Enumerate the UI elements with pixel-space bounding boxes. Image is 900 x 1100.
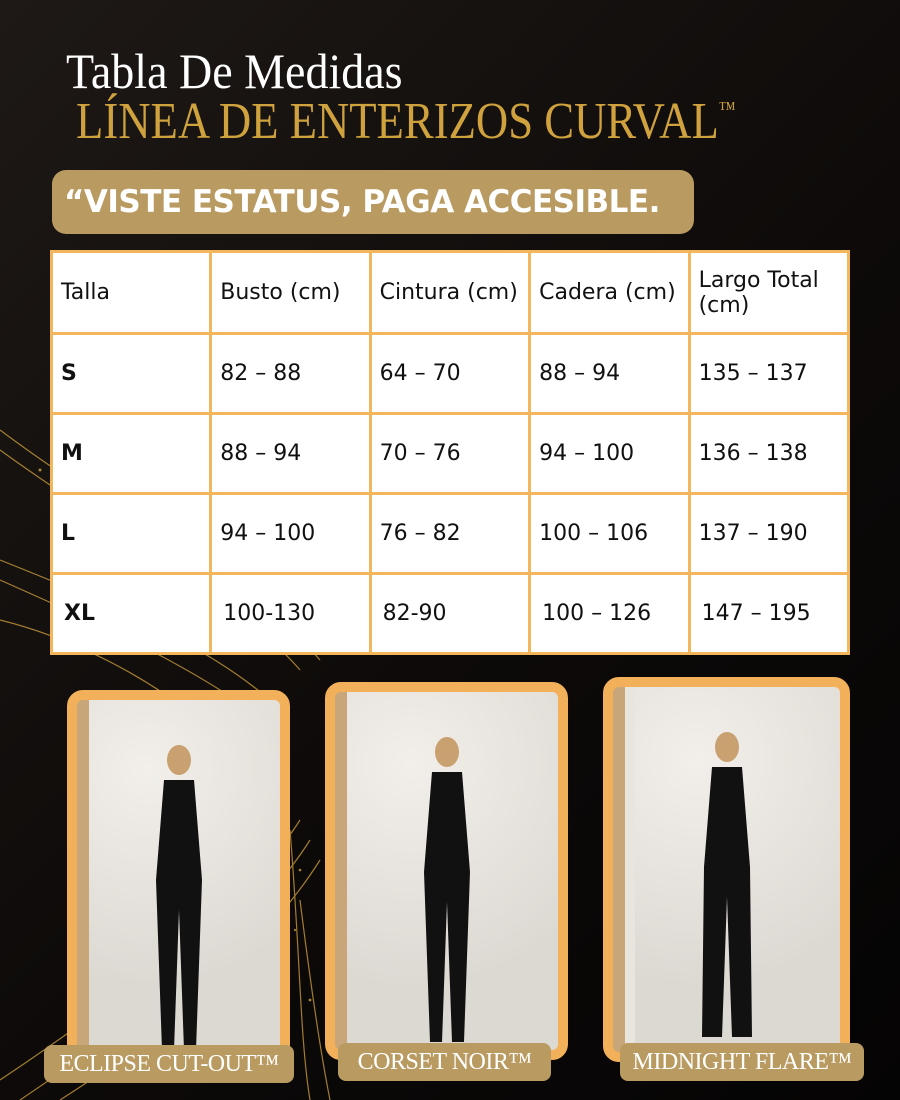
table-cell: 70 – 76	[368, 412, 532, 495]
table-cell: 136 – 138	[687, 412, 851, 495]
table-cell: 82-90	[371, 572, 535, 655]
table-cell: 135 – 137	[687, 332, 851, 415]
size-cell: S	[49, 332, 213, 415]
product-photo-corset	[325, 682, 568, 1060]
table-cell: 94 – 100	[528, 412, 691, 495]
table-header-row: Talla Busto (cm) Cintura (cm) Cadera (cm…	[49, 250, 851, 335]
slogan-banner: “VISTE ESTATUS, PAGA ACCESIBLE.	[52, 170, 694, 234]
table-cell: 100 – 126	[531, 572, 694, 655]
model-silhouette	[701, 732, 752, 1037]
size-cell: XL	[52, 572, 216, 655]
table-cell: 88 – 94	[209, 412, 372, 495]
table-cell: 88 – 94	[528, 332, 691, 415]
table-row: M 88 – 94 70 – 76 94 – 100 136 – 138	[49, 412, 851, 495]
table-cell: 94 – 100	[209, 492, 372, 575]
table-cell: 100 – 106	[528, 492, 691, 575]
product-photo-eclipse	[67, 690, 290, 1060]
table-row: S 82 – 88 64 – 70 88 – 94 135 – 137	[49, 332, 851, 415]
product-label: ECLIPSE CUT-OUT™	[44, 1045, 294, 1083]
table-cell: 82 – 88	[209, 332, 372, 415]
header-cell: Busto (cm)	[209, 250, 372, 335]
header-cell: Cintura (cm)	[368, 250, 532, 335]
header-cell: Largo Total (cm)	[687, 250, 851, 335]
model-silhouette	[423, 737, 470, 1042]
table-cell: 76 – 82	[368, 492, 532, 575]
page-title: Tabla De Medidas	[66, 43, 403, 99]
size-cell: M	[49, 412, 213, 495]
table-cell: 64 – 70	[368, 332, 532, 415]
page-subtitle: LÍNEA DE ENTERIZOS CURVAL™	[76, 93, 736, 150]
product-label: CORSET NOIR™	[338, 1043, 551, 1081]
table-cell: 147 – 195	[690, 572, 854, 655]
product-label: MIDNIGHT FLARE™	[620, 1043, 864, 1081]
header-cell: Talla	[49, 250, 213, 335]
size-cell: L	[49, 492, 213, 575]
product-photo-midnight	[603, 677, 850, 1062]
table-row: XL 100-130 82-90 100 – 126 147 – 195	[52, 572, 854, 655]
size-table: Talla Busto (cm) Cintura (cm) Cadera (cm…	[49, 250, 854, 655]
table-row: L 94 – 100 76 – 82 100 – 106 137 – 190	[49, 492, 851, 575]
header-cell: Cadera (cm)	[528, 250, 691, 335]
table-cell: 137 – 190	[687, 492, 851, 575]
table-cell: 100-130	[212, 572, 375, 655]
model-silhouette	[155, 745, 202, 1050]
trademark: ™	[718, 98, 736, 120]
